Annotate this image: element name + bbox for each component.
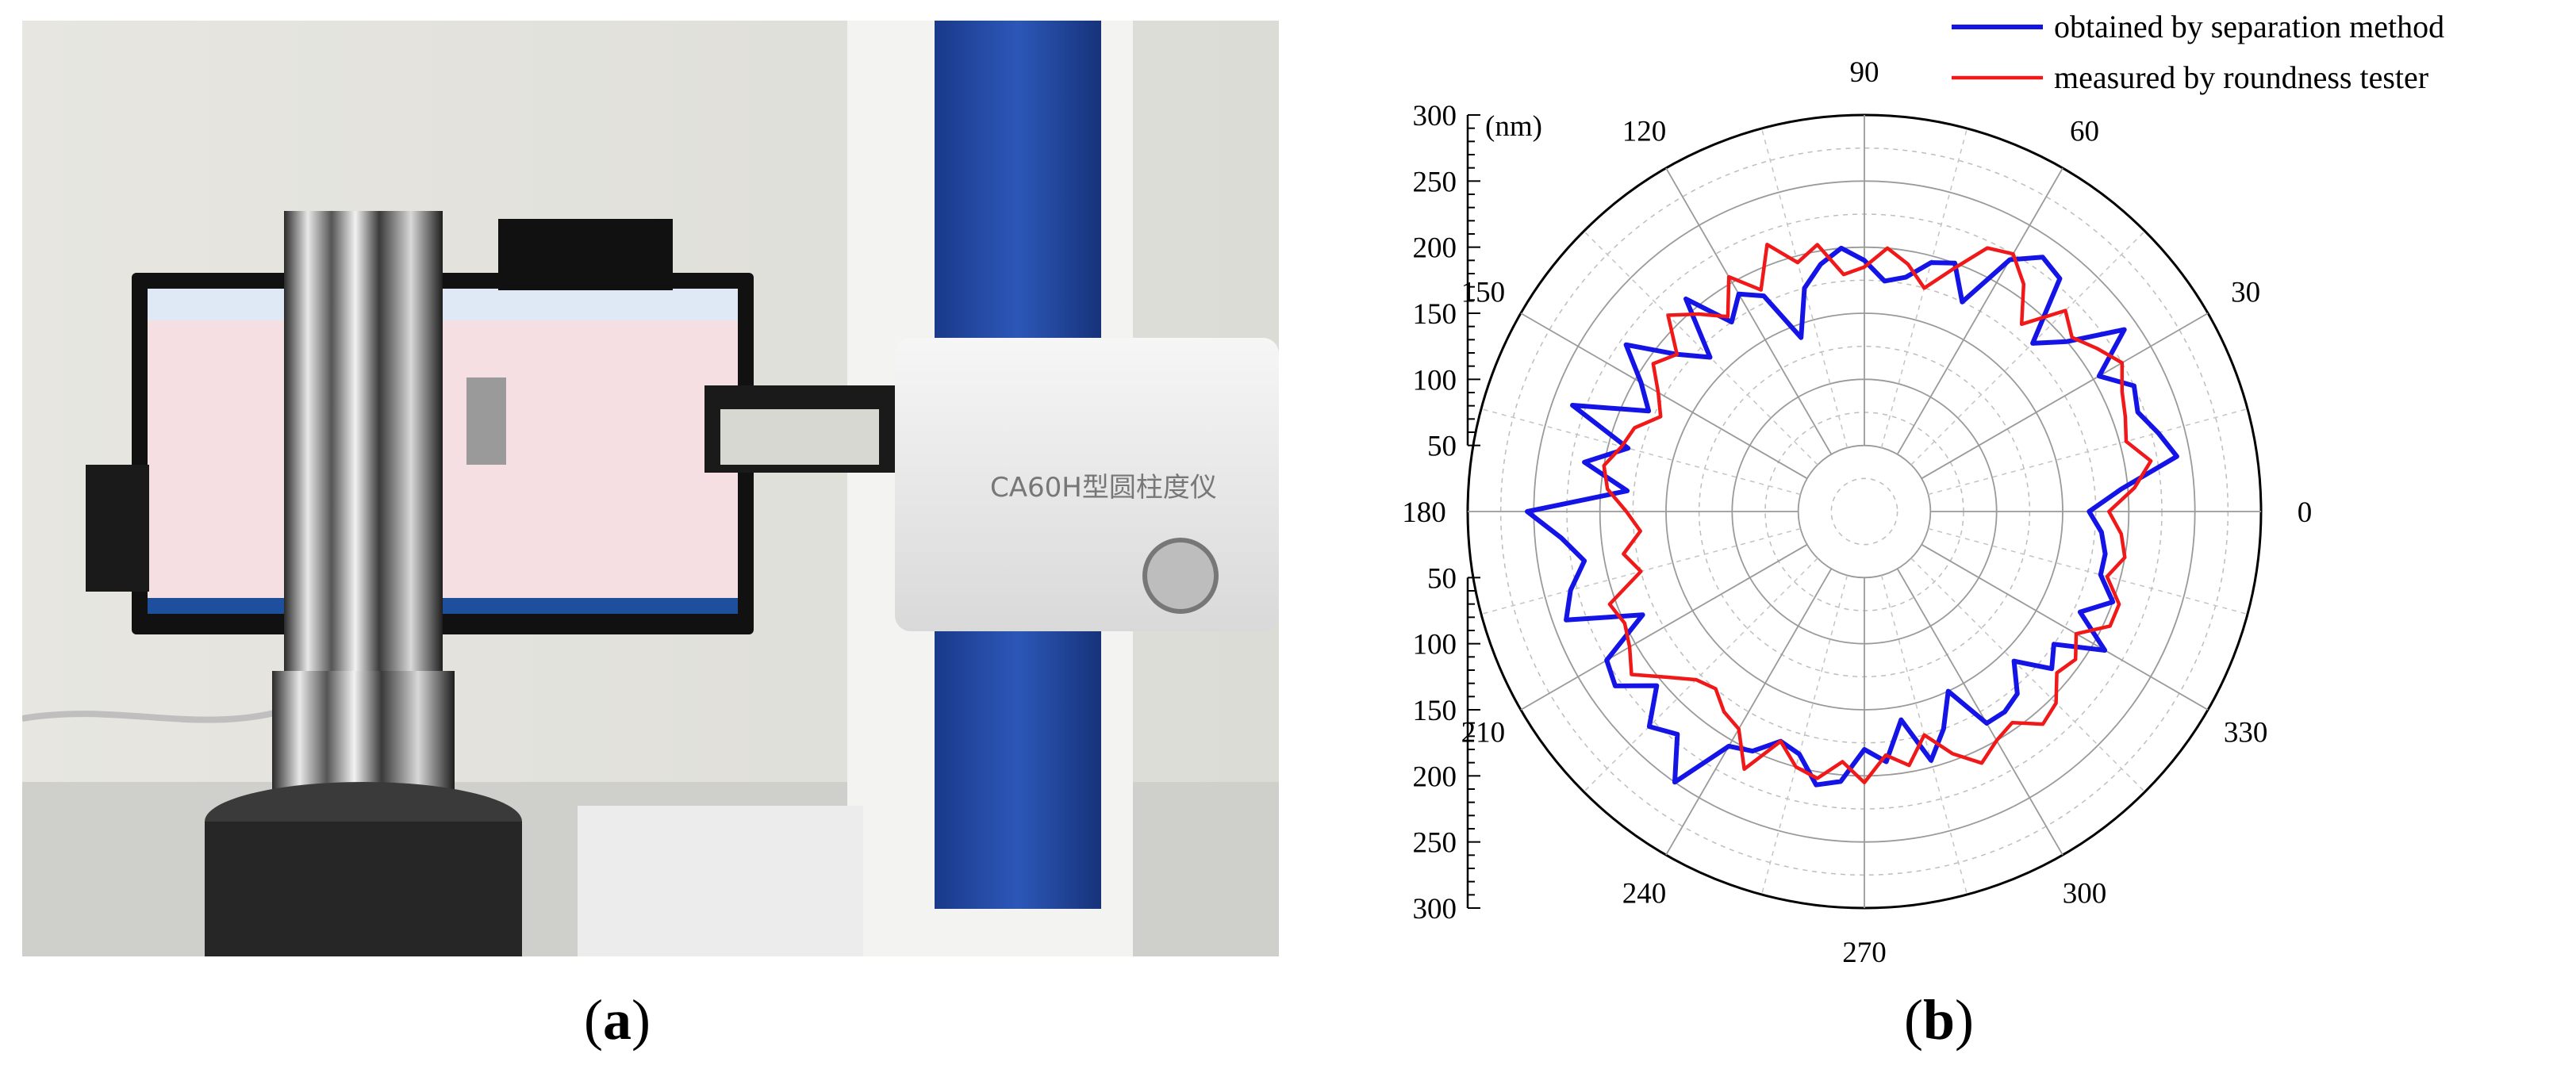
polar-grid (1466, 113, 2263, 910)
grid-spoke-minor (1928, 527, 2248, 615)
radial-tick-label-lower: 50 (1427, 562, 1457, 595)
grid-spoke (1921, 312, 2209, 480)
angle-tick-label: 240 (1622, 878, 1667, 910)
legend-label: obtained by separation method (2054, 9, 2444, 44)
radial-unit-label: (nm) (1485, 110, 1542, 143)
probe-head (466, 377, 506, 465)
sensor-bracket (498, 219, 673, 290)
grid-circle-minor (1830, 477, 1898, 546)
rotary-table (205, 822, 522, 956)
radial-tick-label-upper: 150 (1413, 298, 1457, 331)
angle-tick-label: 330 (2224, 717, 2268, 749)
angle-tick-label: 30 (2231, 277, 2260, 309)
cable (22, 707, 286, 723)
polar-chart: 0306090120150180210240270300330300250200… (1402, 9, 2444, 969)
radial-tick-label-lower: 200 (1413, 761, 1457, 793)
label-layer: 0306090120150180210240270300330300250200… (1402, 56, 2312, 969)
radial-tick-label-upper: 200 (1413, 232, 1457, 265)
angle-tick-label: 0 (2298, 496, 2313, 529)
radial-tick-label-lower: 250 (1413, 827, 1457, 860)
housing-knob (1142, 538, 1219, 614)
grid-spoke (1665, 568, 1833, 856)
grid-spoke-minor (1910, 558, 2146, 793)
series-line-tester (1602, 243, 2153, 784)
radial-tick-label-upper: 100 (1413, 364, 1457, 397)
caption-b-letter: b (1922, 988, 1956, 1052)
grid-spoke (1520, 543, 1808, 711)
grid-spoke-minor (1910, 230, 2146, 466)
angle-tick-label: 270 (1842, 937, 1887, 969)
grid-spoke-minor (1480, 408, 1801, 496)
probe-scale (720, 409, 879, 465)
device-label: CA60H型圆柱度仪 (990, 472, 1217, 504)
grid-spoke-minor (1760, 575, 1849, 895)
angle-tick-label: 60 (2070, 115, 2099, 148)
legend-label: measured by roundness tester (2054, 59, 2428, 95)
series-layer (1525, 243, 2179, 788)
caption-b: (b) (1904, 988, 1975, 1052)
caption-a: (a) (584, 988, 651, 1052)
paper-sheet (578, 806, 863, 956)
grid-spoke (1665, 167, 1833, 455)
grid-spoke-minor (1928, 408, 2248, 496)
grid-circle (1797, 444, 1932, 579)
apparatus-photo: CA60H型圆柱度仪 (22, 21, 1279, 956)
grid-spoke (1896, 167, 2063, 455)
cylinder-sample (284, 211, 443, 671)
angle-tick-label: 300 (2063, 878, 2107, 910)
grid-spoke-minor (1583, 230, 1818, 466)
radial-tick-label-upper: 50 (1427, 431, 1457, 463)
grid-spoke-minor (1583, 558, 1818, 793)
legend: obtained by separation method measured by… (1952, 9, 2444, 95)
grid-spoke (1520, 312, 1808, 480)
angle-tick-label: 120 (1622, 115, 1667, 148)
angle-tick-label: 90 (1850, 56, 1879, 89)
grid-spoke (1896, 568, 2063, 856)
grid-spoke (1921, 543, 2209, 711)
series-line-separation (1525, 245, 2179, 788)
radial-tick-label-lower: 100 (1413, 629, 1457, 661)
radial-tick-label-upper: 250 (1413, 166, 1457, 198)
caption-a-letter: a (602, 988, 632, 1052)
radial-tick-label-upper: 300 (1413, 100, 1457, 132)
monitor-stand (86, 465, 149, 592)
radial-tick-label-lower: 150 (1413, 695, 1457, 727)
radial-tick-label-lower: 300 (1413, 893, 1457, 925)
angle-tick-label: 180 (1402, 496, 1446, 529)
